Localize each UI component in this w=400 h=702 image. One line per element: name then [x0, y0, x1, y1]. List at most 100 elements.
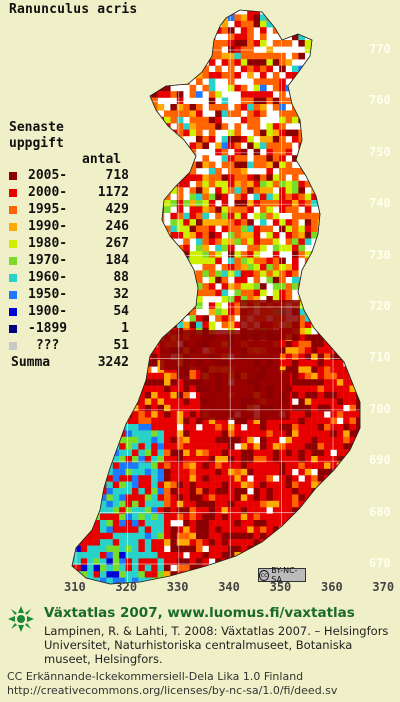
occurrence-cell [80, 558, 88, 565]
occurrence-cell [72, 500, 75, 508]
occurrence-cell [279, 200, 286, 207]
occurrence-cell [266, 180, 273, 188]
occurrence-cell [119, 539, 126, 546]
occurrence-cell [279, 270, 286, 277]
occurrence-cell [157, 468, 165, 476]
occurrence-cell [343, 238, 350, 245]
occurrence-cell [125, 65, 133, 73]
occurrence-cell [304, 392, 312, 399]
occurrence-cell [132, 72, 139, 79]
occurrence-cell [311, 577, 318, 584]
occurrence-cell [343, 251, 350, 258]
occurrence-cell [132, 251, 139, 258]
occurrence-cell [189, 520, 197, 527]
occurrence-cell [304, 232, 312, 239]
occurrence-cell [183, 123, 190, 130]
occurrence-cell [74, 84, 81, 92]
occurrence-cell [253, 123, 261, 130]
occurrence-cell [298, 200, 305, 207]
occurrence-cell [138, 97, 145, 105]
occurrence-cell [183, 468, 190, 476]
occurrence-cell [125, 27, 133, 34]
occurrence-cell [356, 238, 360, 245]
occurrence-cell [144, 72, 152, 79]
occurrence-cell [260, 475, 267, 482]
cc-license-badge[interactable]: cc BY-NC-SA [258, 566, 306, 584]
legend-row: 1900- 54 [9, 304, 129, 321]
occurrence-cell [253, 449, 261, 457]
occurrence-cell [183, 481, 190, 489]
occurrence-cell [74, 513, 81, 521]
occurrence-cell [189, 116, 197, 124]
occurrence-cell [349, 10, 357, 15]
occurrence-cell [240, 507, 248, 514]
occurrence-cell [324, 507, 331, 514]
occurrence-cell [298, 379, 305, 386]
occurrence-cell [324, 558, 331, 565]
occurrence-cell [221, 552, 229, 559]
occurrence-cell [330, 27, 337, 34]
occurrence-cell [292, 104, 299, 111]
occurrence-cell [228, 14, 235, 21]
occurrence-cell [356, 558, 360, 565]
occurrence-cell [349, 148, 357, 156]
occurrence-cell [253, 283, 261, 290]
occurrence-cell [189, 507, 197, 514]
occurrence-cell [324, 155, 331, 162]
occurrence-cell [106, 584, 113, 591]
occurrence-cell [112, 136, 120, 143]
occurrence-cell [336, 443, 344, 450]
occurrence-cell [138, 315, 145, 322]
occurrence-cell [125, 379, 133, 386]
occurrence-cell [266, 193, 273, 201]
occurrence-cell [343, 372, 350, 380]
occurrence-cell [324, 571, 331, 578]
occurrence-cell [343, 366, 350, 373]
occurrence-cell [215, 187, 222, 194]
occurrence-cell [80, 404, 88, 412]
occurrence-cell [100, 539, 107, 546]
occurrence-cell [170, 289, 177, 297]
occurrence-cell [330, 65, 337, 73]
occurrence-cell [279, 257, 286, 265]
occurrence-cell [311, 296, 318, 303]
occurrence-cell [304, 436, 312, 444]
occurrence-cell [80, 417, 88, 425]
occurrence-cell [362, 386, 369, 393]
occurrence-cell [196, 225, 203, 233]
legend-total-count: 3242 [97, 355, 129, 370]
occurrence-cell [362, 494, 369, 501]
occurrence-cell [247, 481, 254, 489]
occurrence-cell [240, 545, 248, 553]
occurrence-cell [253, 142, 261, 149]
occurrence-cell [349, 462, 357, 469]
occurrence-cell [183, 411, 190, 418]
occurrence-cell [343, 72, 350, 79]
occurrence-cell [253, 40, 261, 47]
occurrence-cell [292, 206, 299, 213]
occurrence-cell [298, 353, 305, 361]
occurrence-cell [234, 187, 241, 194]
occurrence-cell [138, 436, 145, 444]
occurrence-cell [311, 392, 318, 399]
occurrence-cell [132, 206, 139, 213]
occurrence-cell [196, 232, 203, 239]
occurrence-cell [304, 270, 312, 277]
occurrence-cell [215, 443, 222, 450]
occurrence-cell [157, 257, 165, 265]
occurrence-cell [93, 488, 101, 495]
occurrence-cell [349, 424, 357, 431]
occurrence-cell [369, 424, 376, 431]
y-tick-label: 730 [369, 247, 391, 262]
occurrence-cell [189, 302, 197, 309]
occurrence-cell [336, 302, 344, 309]
occurrence-cell [330, 72, 337, 79]
footer: Växtatlas 2007, www.luomus.fi/vaxtatlas … [0, 598, 400, 702]
occurrence-cell [189, 289, 197, 297]
occurrence-cell [144, 110, 152, 117]
occurrence-cell [260, 552, 267, 559]
occurrence-cell [151, 46, 158, 53]
occurrence-cell [304, 219, 312, 226]
occurrence-cell [234, 545, 241, 553]
license-url[interactable]: http://creativecommons.org/licenses/by-n… [7, 684, 338, 697]
